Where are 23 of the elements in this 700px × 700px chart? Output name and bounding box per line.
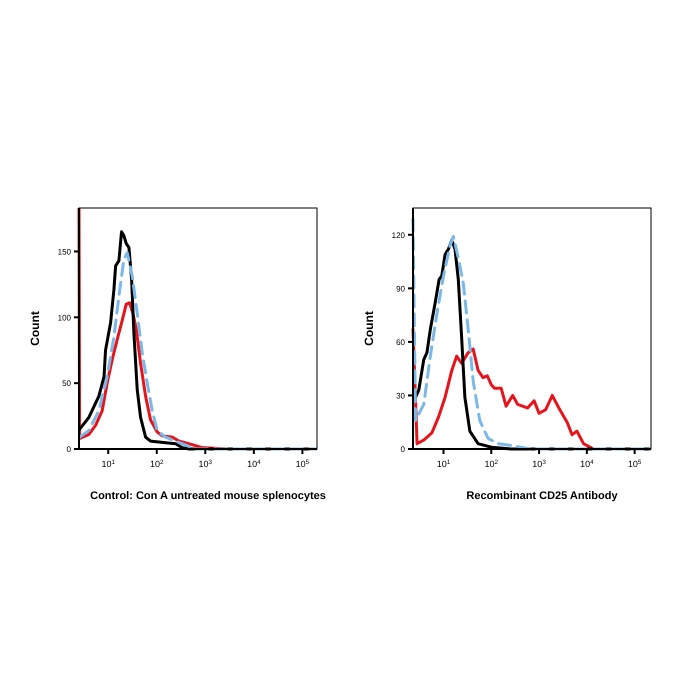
x-tick-label: 10$^{4}$	[247, 458, 262, 469]
x-tick-label: 10$^{2}$	[150, 458, 164, 469]
x-tick-label: 10$^{1}$	[101, 458, 116, 469]
y-tick-label: 100	[58, 313, 72, 322]
y-tick-label: 50	[62, 379, 72, 388]
x-tick-label: 10$^{2}$	[484, 458, 499, 469]
x-tick-label: 10$^{3}$	[532, 458, 546, 469]
x-tick-label: 10$^{4}$	[580, 458, 594, 469]
x-tick-label: 10$^{5}$	[628, 458, 642, 469]
x-axis-title: Recombinant CD25 Antibody	[466, 490, 618, 502]
x-axis-title: Control: Con A untreated mouse splenocytes	[90, 490, 326, 502]
y-axis-title: Count	[28, 311, 42, 346]
y-tick-label: 150	[58, 247, 72, 256]
y-axis-title: Count	[362, 311, 376, 346]
y-tick-label: 90	[396, 284, 406, 294]
x-tick-label: 10$^{3}$	[198, 458, 213, 469]
x-tick-label: 10$^{5}$	[296, 458, 310, 469]
y-tick-label: 0	[400, 445, 406, 454]
y-tick-label: 30	[396, 391, 406, 400]
x-tick-label: 10$^{1}$	[436, 458, 451, 469]
y-tick-label: 60	[396, 338, 406, 347]
y-tick-label: 120	[392, 230, 406, 240]
y-tick-label: 0	[66, 445, 72, 454]
